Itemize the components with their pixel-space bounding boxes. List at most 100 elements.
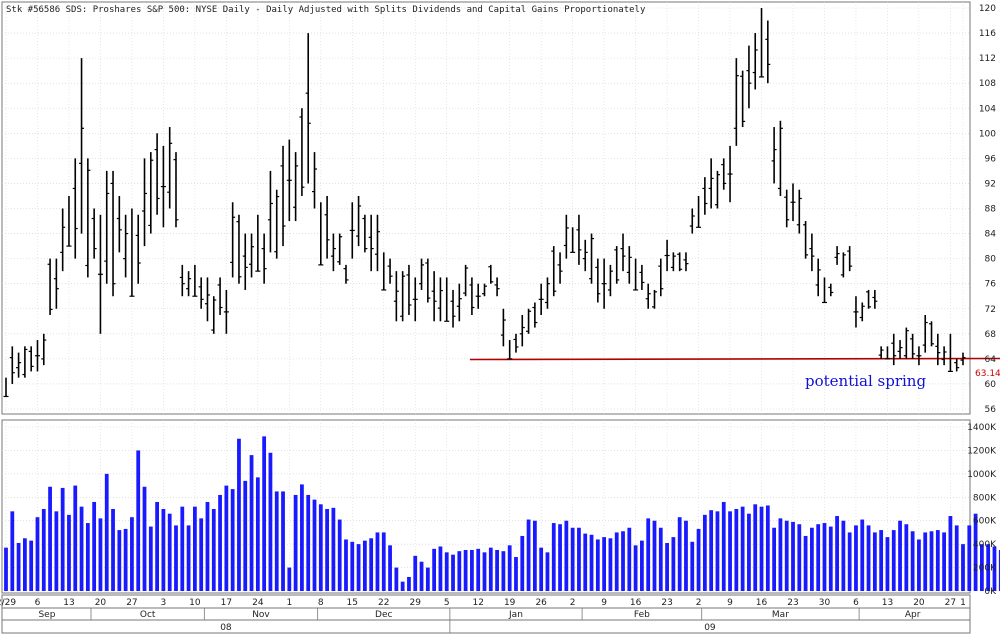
price-bar (116, 195, 122, 253)
volume-bar (986, 544, 991, 591)
volume-bar (929, 531, 934, 591)
volume-bar (747, 513, 751, 591)
volume-bar (998, 550, 1000, 591)
price-bar (576, 214, 582, 265)
price-bar (318, 202, 324, 266)
price-bar (759, 8, 765, 78)
volume-bar (98, 518, 103, 591)
volume-tick-label: 400K (973, 540, 997, 550)
price-bars (3, 8, 1000, 398)
volume-bar (394, 567, 399, 591)
month-label: Dec (375, 610, 392, 620)
price-bar (97, 214, 103, 334)
price-bar (66, 195, 72, 247)
volume-tick-label: 1400K (967, 423, 997, 433)
volume-bar (293, 494, 298, 591)
price-tick-label: 92 (985, 179, 996, 189)
volume-bar (646, 518, 651, 591)
price-bar (916, 346, 922, 366)
price-bar (135, 214, 141, 284)
price-bar (651, 289, 657, 309)
volume-tick-label: 1200K (967, 446, 997, 456)
price-bar (330, 233, 336, 272)
price-tick-label: 72 (985, 305, 996, 315)
price-bar (85, 158, 91, 278)
price-bar (192, 264, 198, 297)
price-bar (223, 289, 229, 334)
price-tick-label: 108 (979, 79, 996, 89)
date-tick-label: 24 (252, 598, 264, 608)
price-bar (947, 333, 953, 373)
volume-bar (715, 511, 720, 591)
volume-bar (432, 548, 437, 591)
volume-bar (22, 538, 27, 591)
volume-bar (564, 520, 569, 591)
month-label: Feb (634, 610, 650, 620)
price-bar (123, 214, 129, 278)
date-tick-label: 23 (787, 598, 798, 608)
price-bar (815, 258, 821, 297)
price-bar (274, 189, 280, 259)
month-label: Oct (140, 610, 156, 620)
price-bar (777, 120, 783, 196)
volume-bar (218, 494, 222, 591)
volume-bar (570, 527, 575, 591)
volume-bar (300, 484, 304, 591)
month-label: Jan (508, 610, 523, 620)
volume-bar (847, 532, 852, 591)
volume-bar (690, 541, 695, 591)
price-bar (362, 214, 368, 253)
price-bar (204, 277, 210, 322)
volume-bar (608, 538, 613, 591)
volume-bar (16, 542, 21, 591)
price-bar (142, 158, 148, 247)
volume-bar (948, 516, 953, 591)
price-bar (897, 340, 903, 359)
price-bar (721, 158, 727, 190)
volume-bar (211, 509, 216, 591)
price-bar (393, 271, 399, 322)
month-label: Apr (905, 610, 921, 620)
date-tick-label: 20 (95, 598, 107, 608)
price-bar (173, 152, 179, 228)
last-price-label: 63.14 (975, 369, 1000, 379)
price-bar (249, 233, 255, 278)
volume-bar (356, 544, 361, 591)
volume-bar (444, 552, 449, 591)
price-tick-label: 112 (979, 54, 996, 64)
price-tick-label: 96 (985, 154, 997, 164)
volume-bar (514, 557, 518, 591)
volume-bar (652, 520, 657, 591)
date-tick-label: 29 (410, 598, 422, 608)
volume-bar (482, 552, 487, 591)
volume-bar (539, 547, 544, 591)
price-bar (696, 195, 702, 228)
price-tick-label: 88 (985, 205, 997, 215)
volume-bar (470, 550, 474, 591)
price-bar (482, 283, 487, 297)
price-panel-frame (1, 1, 971, 415)
volume-bar (54, 511, 59, 591)
date-tick-label: 16 (630, 598, 642, 608)
price-bar (500, 308, 506, 347)
volume-bar (192, 506, 197, 591)
volume-bar (312, 499, 317, 591)
price-tick-label: 60 (985, 380, 997, 390)
volume-bar (123, 528, 128, 591)
price-bar (286, 139, 292, 222)
price-bar (60, 208, 66, 272)
volume-bar (79, 506, 84, 591)
price-bar (922, 315, 928, 353)
volume-bar (29, 540, 34, 591)
price-bar (324, 195, 330, 259)
volume-bar (274, 491, 279, 591)
volume-bar (407, 576, 411, 591)
price-bar (9, 346, 15, 384)
price-bar (437, 277, 443, 322)
volume-bar (419, 561, 424, 591)
price-bar (104, 170, 110, 284)
price-tick-label: 120 (979, 4, 996, 14)
price-bar (872, 289, 878, 309)
volume-bar (923, 532, 928, 591)
